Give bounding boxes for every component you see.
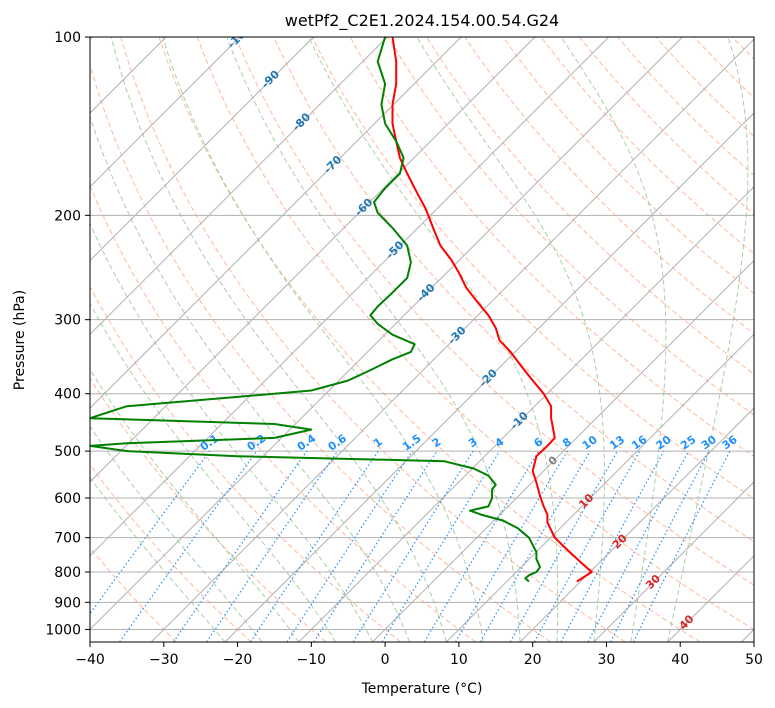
moist-adiabat-line xyxy=(667,37,749,642)
mixing-ratio-line xyxy=(206,450,339,642)
isotherm-line xyxy=(372,259,754,642)
moist-adiabats xyxy=(90,37,749,642)
sounding-profiles xyxy=(90,37,593,583)
dry-adiabat-line xyxy=(90,463,252,642)
moist-adiabat-line xyxy=(560,37,667,642)
x-tick-label: 40 xyxy=(671,652,689,668)
moist-adiabat-line xyxy=(226,37,521,642)
x-tick-label: −30 xyxy=(149,652,179,668)
isotherm-line xyxy=(150,38,754,642)
moist-adiabat-line xyxy=(90,476,226,642)
moist-adiabat-line xyxy=(308,37,559,642)
y-tick-label: 500 xyxy=(54,444,81,460)
x-tick-label: −20 xyxy=(223,652,253,668)
dry-adiabat-line xyxy=(426,37,754,375)
y-tick-label: 1000 xyxy=(45,622,81,638)
x-axis-ticks: −40 −30 −20 −10 0 10 20 30 40 50 xyxy=(75,642,763,668)
x-axis-label: Temperature (°C) xyxy=(361,681,483,697)
isotherm-line xyxy=(90,37,314,262)
moist-adiabat-line xyxy=(416,37,605,642)
dry-adiabat-line xyxy=(196,37,754,630)
mixing-ratio-line xyxy=(90,450,211,615)
mixing-ratio-line xyxy=(119,450,258,642)
x-tick-label: 20 xyxy=(524,652,542,668)
dry-adiabat-line xyxy=(502,37,754,295)
isotherm-line xyxy=(445,333,754,642)
y-axis-label: Pressure (hPa) xyxy=(12,290,28,390)
dry-adiabat-line xyxy=(90,184,476,642)
moist-adiabat-line xyxy=(90,302,337,642)
x-tick-label: 10 xyxy=(450,652,468,668)
moist-adiabat-line xyxy=(110,37,447,642)
y-tick-label: 900 xyxy=(54,595,81,611)
chart-title: wetPf2_C2E1.2024.154.00.54.G24 xyxy=(285,11,559,31)
y-tick-label: 600 xyxy=(54,491,81,507)
isotherm-line xyxy=(90,37,241,188)
y-tick-label: 300 xyxy=(54,313,81,329)
y-tick-label: 800 xyxy=(54,565,81,581)
isotherm-line xyxy=(593,481,754,642)
y-tick-label: 700 xyxy=(54,531,81,547)
x-tick-label: 30 xyxy=(598,652,616,668)
mixing-ratio-line xyxy=(313,450,438,642)
temperature-profile-line xyxy=(391,37,593,583)
dry-adiabat-line xyxy=(120,37,626,642)
x-tick-label: −40 xyxy=(75,652,105,668)
plot-frame xyxy=(89,36,755,643)
dry-adiabat-line xyxy=(90,63,551,642)
skew-isotherms xyxy=(90,37,754,642)
x-tick-label: 0 xyxy=(381,652,390,668)
mixing-ratio-line xyxy=(632,450,731,642)
mixing-ratio-line xyxy=(172,450,308,642)
isotherm-line xyxy=(90,37,388,336)
dry-adiabat-line xyxy=(158,37,701,642)
moist-adiabat-line xyxy=(90,425,263,642)
dry-adiabats xyxy=(90,37,754,642)
x-tick-label: −10 xyxy=(297,652,327,668)
mixing-ratio-line xyxy=(381,450,501,642)
mixing-ratio-line xyxy=(560,450,665,642)
moist-adiabat-line xyxy=(90,222,374,642)
dry-adiabat-line xyxy=(90,377,327,642)
isotherm-line xyxy=(90,37,683,631)
isotherm-line xyxy=(90,37,610,557)
dry-adiabat-line xyxy=(349,37,754,458)
isotherm-line xyxy=(90,37,536,483)
y-tick-label: 200 xyxy=(54,208,81,224)
mixing-ratio-line xyxy=(286,450,413,642)
isotherm-line xyxy=(298,186,754,642)
mixing-ratio-lines xyxy=(90,450,731,642)
dry-adiabat-line xyxy=(311,37,754,500)
y-tick-label: 100 xyxy=(54,30,81,46)
isotherm-line xyxy=(519,407,754,642)
isotherm-line xyxy=(90,37,462,409)
mixing-ratio-line xyxy=(509,450,619,642)
moist-adiabat-line xyxy=(162,37,484,642)
y-axis-ticks: 100 200 300 400 500 600 700 800 900 1000 xyxy=(45,30,90,638)
mixing-ratio-line xyxy=(249,450,379,642)
mixing-ratio-line xyxy=(533,450,641,642)
y-tick-label: 400 xyxy=(54,387,81,403)
isotherm-line xyxy=(224,112,754,642)
dewpoint-profile-line xyxy=(90,37,541,583)
x-tick-label: 50 xyxy=(745,652,763,668)
dry-adiabat-line xyxy=(90,547,177,642)
